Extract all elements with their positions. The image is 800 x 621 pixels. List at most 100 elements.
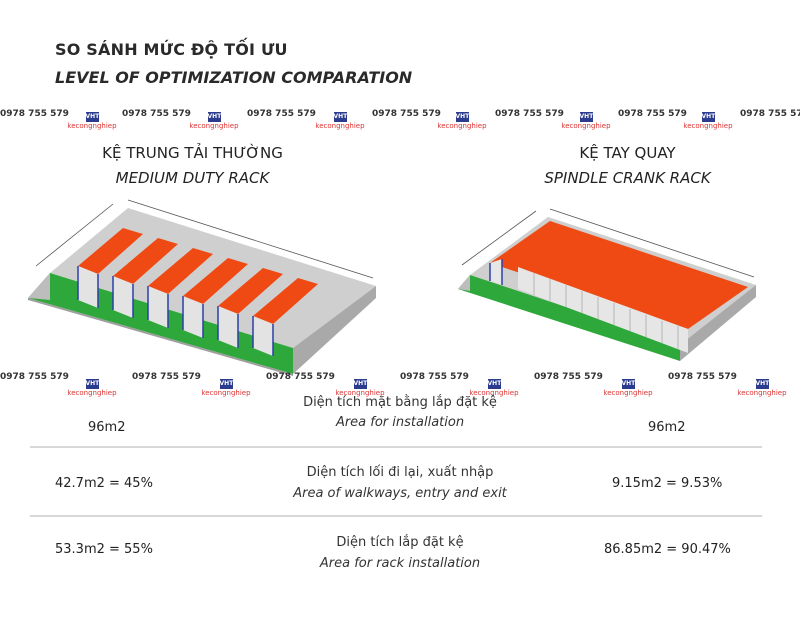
rack-row-side: [253, 316, 273, 356]
watermark-logo-mark: VHT: [85, 379, 100, 389]
right-value: 86.85m2 = 90.47%: [604, 542, 731, 557]
row-label: Diện tích lắp đặt kệ: [336, 535, 464, 550]
page-title: SO SÁNH MỨC ĐỘ TỐI ƯU: [55, 40, 288, 59]
rack-row-side: [183, 296, 203, 338]
watermark-logo: VHT kecongnghiep: [62, 370, 122, 397]
watermark-phone: 0978 755 579: [668, 372, 737, 382]
watermark-logo: VHT kecongnghiep: [598, 370, 658, 397]
watermark-logo-text: kecongnghiep: [315, 122, 365, 130]
watermark-logo-mark: VHT: [755, 379, 770, 389]
right-value: 9.15m2 = 9.53%: [612, 476, 723, 491]
watermark-logo-text: kecongnghiep: [683, 122, 733, 130]
left-rack-title-en: MEDIUM DUTY RACK: [115, 169, 270, 187]
watermark-phone: 0978 755 579: [247, 109, 316, 119]
rack-block-side: [490, 259, 502, 285]
left-value: 53.3m2 = 55%: [55, 542, 153, 557]
watermark-phone: 0978 755 579: [618, 109, 687, 119]
watermark-logo-text: kecongnghiep: [189, 122, 239, 130]
watermark-logo-mark: VHT: [333, 112, 348, 122]
watermark-logo: VHT kecongnghiep: [184, 103, 244, 130]
watermark-phone: 0978 755 579: [534, 372, 603, 382]
watermark-logo: VHT kecongnghiep: [464, 370, 524, 397]
watermark-row-top: 0978 755 579 VHT kecongnghiep 0978 755 57…: [0, 103, 800, 130]
watermark-logo-text: kecongnghiep: [67, 122, 117, 130]
row-divider: [30, 446, 762, 448]
rack-row-side: [78, 266, 98, 308]
watermark-logo: VHT kecongnghiep: [678, 103, 738, 130]
watermark-phone: 0978 755 579: [0, 372, 69, 382]
watermark-logo-text: kecongnghiep: [335, 389, 385, 397]
rack-row: [218, 268, 283, 314]
watermark-phone: 0978 755 579: [740, 109, 800, 119]
page-subtitle: LEVEL OF OPTIMIZATION COMPARATION: [55, 68, 413, 87]
room-left-wall: [28, 273, 50, 300]
watermark-logo: VHT kecongnghiep: [330, 370, 390, 397]
watermark-row-bottom: 0978 755 579 VHT kecongnghiep 0978 755 57…: [0, 370, 800, 397]
watermark-logo-mark: VHT: [487, 379, 502, 389]
row-label: Diện tích mặt bằng lắp đặt kệ: [303, 395, 497, 410]
room-right-wall: [293, 286, 376, 374]
watermark-logo-mark: VHT: [701, 112, 716, 122]
watermark-logo-text: kecongnghiep: [67, 389, 117, 397]
watermark-logo: VHT kecongnghiep: [556, 103, 616, 130]
watermark-logo-mark: VHT: [85, 112, 100, 122]
watermark-logo-mark: VHT: [455, 112, 470, 122]
watermark-logo-text: kecongnghiep: [737, 389, 787, 397]
watermark-phone: 0978 755 579: [495, 109, 564, 119]
watermark-logo-mark: VHT: [207, 112, 222, 122]
dimension-line-width: [35, 203, 114, 267]
watermark-logo-text: kecongnghiep: [561, 122, 611, 130]
rack-dividers: [533, 273, 679, 349]
watermark-logo-mark: VHT: [579, 112, 594, 122]
right-value: 96m2: [648, 420, 686, 435]
watermark-phone: 0978 755 579: [266, 372, 335, 382]
watermark-logo: VHT kecongnghiep: [62, 103, 122, 130]
watermark-phone: 0978 755 579: [122, 109, 191, 119]
watermark-logo: VHT kecongnghiep: [310, 103, 370, 130]
row-label-en: Area of walkways, entry and exit: [293, 486, 507, 501]
room-right-wall: [680, 285, 756, 361]
watermark-logo-text: kecongnghiep: [603, 389, 653, 397]
room-left-wall: [458, 275, 470, 291]
rack-block-top: [490, 221, 748, 329]
rack-frames: [489, 259, 503, 285]
row-divider: [30, 515, 762, 517]
left-value: 42.7m2 = 45%: [55, 476, 153, 491]
dimension-line-length: [127, 199, 374, 279]
watermark-phone: 0978 755 579: [400, 372, 469, 382]
left-value: 96m2: [88, 420, 126, 435]
watermark-logo-text: kecongnghiep: [201, 389, 251, 397]
medium-duty-rack-illustration: [28, 199, 376, 376]
spindle-crank-rack-illustration: [458, 208, 756, 361]
watermark-logo-mark: VHT: [621, 379, 636, 389]
watermark-phone: 0978 755 579: [372, 109, 441, 119]
watermark-logo-text: kecongnghiep: [469, 389, 519, 397]
watermark-phone: 0978 755 579: [132, 372, 201, 382]
row-label: Diện tích lối đi lại, xuất nhập: [306, 465, 494, 480]
rack-row: [253, 278, 318, 324]
rack-row: [148, 248, 213, 294]
room-front-edge: [28, 298, 293, 376]
dimension-line-length: [549, 208, 755, 278]
watermark-logo: VHT kecongnghiep: [732, 370, 792, 397]
rack-row-side: [218, 306, 238, 348]
row-label-en: Area for installation: [335, 415, 465, 430]
watermark-logo-text: kecongnghiep: [437, 122, 487, 130]
room-floor: [458, 275, 680, 361]
watermark-logo: VHT kecongnghiep: [432, 103, 492, 130]
rack-row: [78, 228, 143, 274]
rack-row-side: [113, 276, 133, 318]
watermark-phone: 0978 755 579: [0, 109, 69, 119]
watermark-logo-mark: VHT: [353, 379, 368, 389]
watermark-logo: VHT kecongnghiep: [196, 370, 256, 397]
right-rack-title: KỆ TAY QUAY: [579, 144, 676, 162]
watermark-logo-mark: VHT: [219, 379, 234, 389]
rack-frames: [77, 266, 274, 356]
rack-row: [183, 258, 248, 304]
right-rack-title-en: SPINDLE CRANK RACK: [544, 169, 711, 187]
left-rack-title: KỆ TRUNG TẢI THƯỜNG: [102, 144, 283, 162]
row-label-en: Area for rack installation: [319, 556, 481, 571]
dimension-line-width: [461, 210, 537, 266]
rack-row: [113, 238, 178, 284]
rack-row-side: [148, 286, 168, 328]
